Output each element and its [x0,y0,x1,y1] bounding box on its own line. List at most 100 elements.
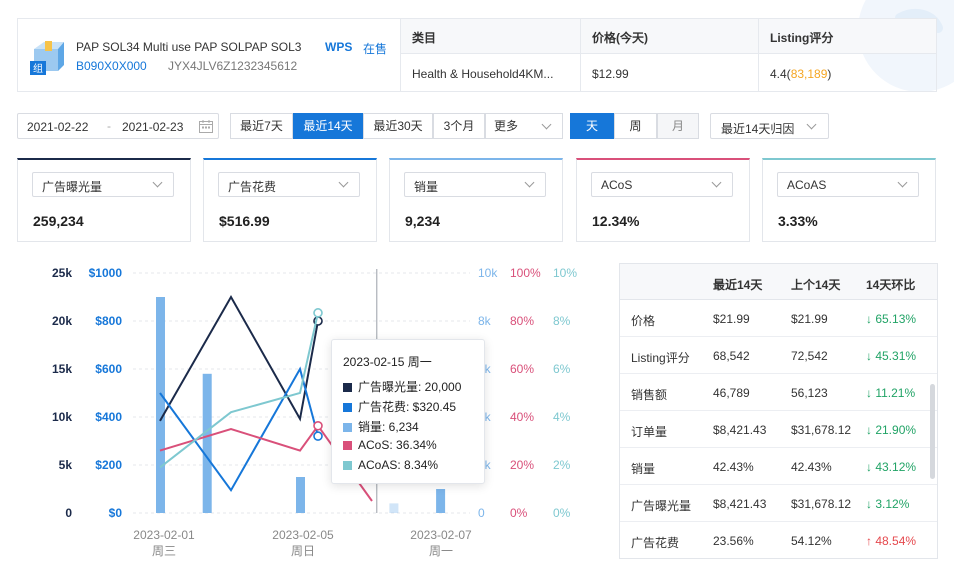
range-3m[interactable]: 3个月 [433,113,485,139]
col-header-previous: 上个14天 [791,278,841,292]
row-divider [620,336,937,337]
attribution-dropdown[interactable]: 最近14天归因 [710,113,829,139]
product-asin[interactable]: B090X0X000 [76,59,147,73]
x-tick-weekday: 周三 [152,544,176,558]
sales-bar [202,373,212,513]
table-cell-previous: 54.12% [791,534,832,548]
spend-tick-label: $0 [109,506,123,520]
tooltip-row: 广告曝光量: 20,000 [343,378,461,395]
table-cell-previous: 56,123 [791,386,828,400]
table-cell-current: $8,421.43 [713,497,767,511]
range-7d[interactable]: 最近7天 [230,113,293,139]
metric-card-acos[interactable]: ACoS 12.34% [576,158,750,242]
legend-swatch [343,403,352,412]
metric-select[interactable]: ACoS [591,172,733,197]
table-cell-change: ↓ 3.12% [866,497,910,511]
table-cell-current: $21.99 [713,312,750,326]
spend-hover-point [313,431,323,441]
acoas-hover-point [313,308,323,318]
granularity-day[interactable]: 天 [570,113,614,139]
table-cell-change: ↓ 45.31% [866,349,917,363]
sales-tick-label: 8k [478,314,492,328]
table-cell-previous: 72,542 [791,349,828,363]
metric-select[interactable]: 广告曝光量 [32,172,174,197]
price-value: $12.99 [592,67,629,81]
chevron-down-icon [152,177,163,188]
acos-hover-point [313,420,323,431]
product-header: 组 PAP SOL34 Multi use PAP SOLPAP SOL3 WP… [17,18,937,92]
legend-swatch [343,461,352,470]
table-cell-previous: $31,678.12 [791,423,852,437]
table-cell-change: ↓ 65.13% [866,312,917,326]
metric-select[interactable]: 广告花费 [218,172,360,197]
date-range-picker[interactable]: 2021-02-22 - 2021-02-23 [17,113,219,139]
date-start[interactable]: 2021-02-22 [27,120,89,134]
x-tick-date: 2023-02-07 [410,528,472,542]
metric-value: 9,234 [405,213,441,229]
x-tick-date: 2023-02-05 [272,528,334,542]
table-header: 最近14天 上个14天 14天环比 [620,264,937,300]
table-scrollbar[interactable] [930,384,935,479]
date-separator: - [107,119,111,133]
metric-card-impressions[interactable]: 广告曝光量 259,234 [17,158,191,242]
impressions-tick-label: 0 [65,506,72,520]
chevron-down-icon [338,177,349,188]
x-tick-weekday: 周日 [291,544,315,558]
impressions-tick-label: 10k [52,410,72,424]
granularity-month[interactable]: 月 [657,113,699,139]
tooltip-row: ACoAS: 8.34% [343,458,438,472]
metric-card-sales[interactable]: 销量 9,234 [389,158,563,242]
impressions-tick-label: 20k [52,314,72,328]
range-more-dropdown[interactable]: 更多 [485,113,563,139]
row-divider [620,558,937,559]
chevron-down-icon [897,177,908,188]
product-title[interactable]: PAP SOL34 Multi use PAP SOLPAP SOL3 [76,40,302,54]
metric-card-acoas[interactable]: ACoAS 3.33% [762,158,936,242]
acos-tick-label: 20% [510,458,534,472]
table-row-label: Listing评分 [631,351,690,365]
category-column: 类目 Health & Household4KM... [400,19,580,91]
trend-chart[interactable]: 05k10k15k20k25k$0$200$400$600$800$100002… [0,255,610,565]
rating-count: 83,189 [790,67,828,81]
chevron-down-icon [541,119,552,130]
attribution-label: 最近14天归因 [721,122,795,136]
granularity-week[interactable]: 周 [614,113,657,139]
impressions-tick-label: 5k [59,458,73,472]
sales-bar [156,297,165,513]
table-cell-current: 68,542 [713,349,750,363]
product-sku: JYX4JLV6Z1232345612 [168,59,298,73]
calendar-icon[interactable] [199,120,213,133]
acoas-tick-label: 6% [553,362,571,376]
table-cell-change: ↑ 48.54% [866,534,917,548]
sales-bar [296,477,305,513]
metric-card-spend[interactable]: 广告花费 $516.99 [203,158,377,242]
impressions-line [159,294,319,422]
acos-tick-label: 60% [510,362,534,376]
metric-select[interactable]: 销量 [404,172,546,197]
status-badge: 在售 [363,42,388,56]
date-end[interactable]: 2021-02-23 [122,120,184,134]
range-14d[interactable]: 最近14天 [293,113,363,139]
spend-tick-label: $600 [95,362,122,376]
range-30d[interactable]: 最近30天 [363,113,433,139]
acoas-tick-label: 10% [553,266,577,280]
impressions-tick-label: 25k [52,266,72,280]
acoas-line [159,312,319,469]
rating-column: Listing评分 4.4(83,189) [758,19,936,91]
impressions-tick-label: 15k [52,362,72,376]
chevron-down-icon [806,119,817,130]
rating-header: Listing评分 [759,19,936,54]
acos-tick-label: 100% [510,266,541,280]
col-header-change: 14天环比 [866,278,916,292]
table-cell-change: ↓ 11.21% [866,386,916,400]
tooltip-row: 销量: 6,234 [343,418,419,435]
sales-tick-label: 0 [478,506,485,520]
range-more-label: 更多 [494,119,519,133]
table-cell-current: $8,421.43 [713,423,767,437]
spend-tick-label: $1000 [89,266,123,280]
tooltip-row: 广告花费: $320.45 [343,398,456,415]
legend-swatch [343,383,352,392]
col-header-current: 最近14天 [713,278,763,292]
metric-select[interactable]: ACoAS [777,172,919,197]
acoas-tick-label: 4% [553,410,571,424]
